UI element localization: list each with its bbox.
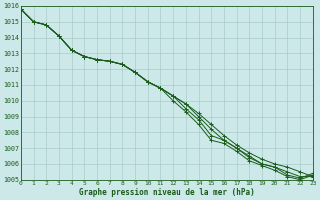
X-axis label: Graphe pression niveau de la mer (hPa): Graphe pression niveau de la mer (hPa)	[79, 188, 255, 197]
